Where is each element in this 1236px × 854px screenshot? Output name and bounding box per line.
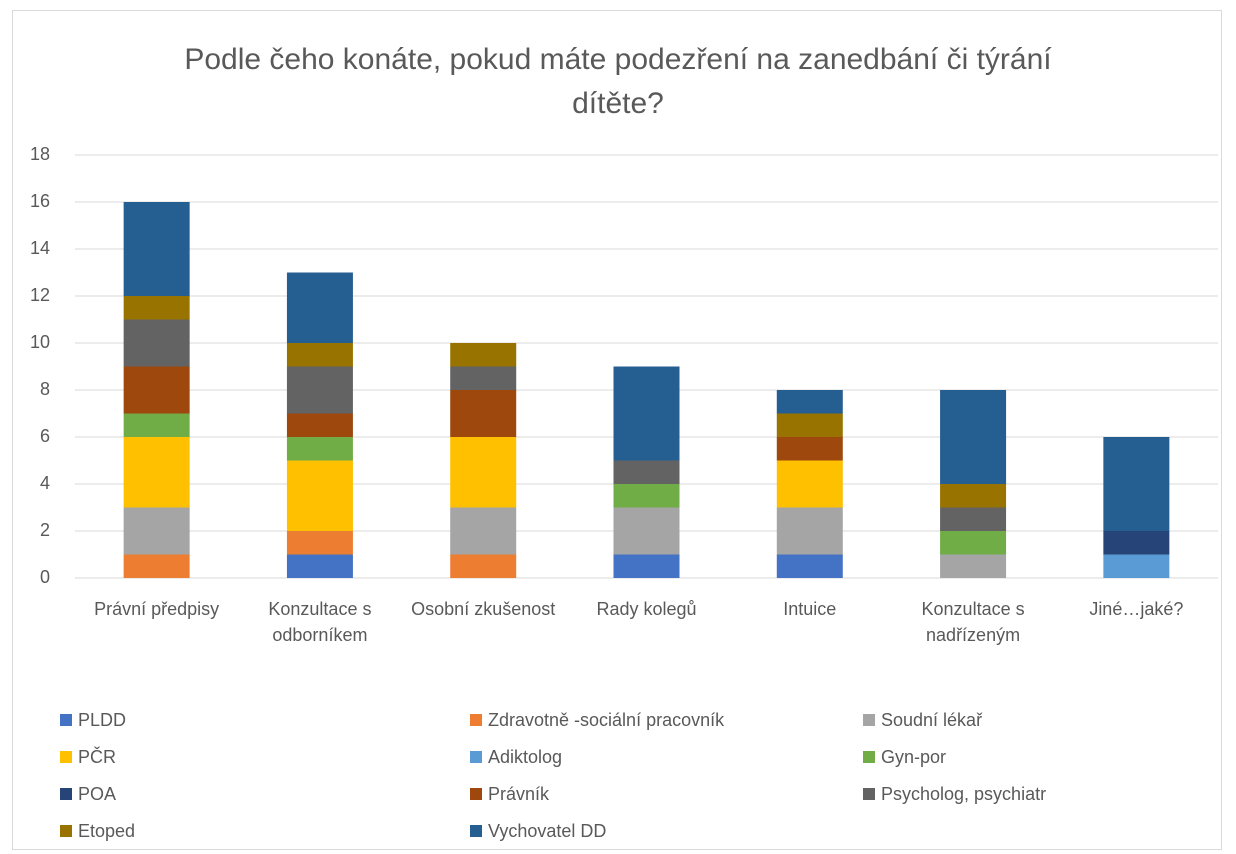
bar-segment bbox=[940, 507, 1007, 531]
y-tick-label: 18 bbox=[30, 144, 50, 164]
legend-item: Gyn-por bbox=[863, 744, 946, 770]
legend-swatch bbox=[470, 788, 482, 800]
bar-segment bbox=[450, 554, 517, 578]
bar-segment bbox=[450, 366, 517, 390]
legend-label: PČR bbox=[78, 746, 117, 767]
x-tick-label: Osobní zkušenost bbox=[411, 599, 556, 619]
legend-item: Etoped bbox=[60, 818, 135, 844]
y-tick-label: 12 bbox=[30, 285, 50, 305]
legend-label: Psycholog, psychiatr bbox=[881, 783, 1047, 804]
chart-title: Podle čeho konáte, pokud máte podezření … bbox=[184, 43, 1052, 120]
legend-swatch bbox=[470, 751, 482, 763]
bar-segment bbox=[286, 272, 353, 343]
legend-item: Psycholog, psychiatr bbox=[863, 781, 1046, 807]
legend-item: Právník bbox=[470, 781, 549, 807]
legend-label: Adiktolog bbox=[488, 746, 563, 767]
legend-swatch bbox=[863, 751, 875, 763]
bar-segment bbox=[776, 437, 843, 461]
y-tick-label: 0 bbox=[40, 567, 50, 587]
bar-segment bbox=[776, 460, 843, 508]
legend-label: Zdravotně -sociální pracovník bbox=[488, 709, 725, 730]
x-tick-label: Jiné…jaké? bbox=[1089, 599, 1184, 619]
bar-segment bbox=[1103, 531, 1170, 555]
x-tick-label: Intuice bbox=[783, 599, 837, 619]
bar-segment bbox=[613, 484, 680, 508]
legend-label: Právník bbox=[488, 783, 550, 804]
legend-swatch bbox=[470, 825, 482, 837]
y-tick-label: 14 bbox=[30, 238, 50, 258]
bar-segment bbox=[450, 437, 517, 508]
bar-segment bbox=[940, 390, 1007, 484]
bar-segment bbox=[286, 554, 353, 578]
legend-swatch bbox=[60, 714, 72, 726]
bar-segment bbox=[450, 343, 517, 367]
bar-segment bbox=[776, 413, 843, 437]
chart-border bbox=[12, 10, 1222, 850]
bar-segment bbox=[123, 202, 190, 296]
bar-segment bbox=[613, 554, 680, 578]
bar-segment bbox=[940, 531, 1007, 555]
legend-label: PLDD bbox=[78, 709, 127, 730]
bar-segment bbox=[286, 343, 353, 367]
y-tick-label: 8 bbox=[40, 379, 50, 399]
bar-segment bbox=[940, 484, 1007, 508]
bar-segment bbox=[450, 390, 517, 437]
legend-item: Adiktolog bbox=[470, 744, 562, 770]
y-tick-label: 16 bbox=[30, 191, 50, 211]
legend-item: Zdravotně -sociální pracovník bbox=[470, 707, 724, 733]
legend-item: PLDD bbox=[60, 707, 126, 733]
y-tick-label: 10 bbox=[30, 332, 50, 352]
bar-segment bbox=[286, 437, 353, 461]
y-tick-label: 6 bbox=[40, 426, 50, 446]
legend-item: Soudní lékař bbox=[863, 707, 982, 733]
legend-label: Soudní lékař bbox=[881, 709, 983, 730]
legend-swatch bbox=[60, 788, 72, 800]
bar-segment bbox=[1103, 437, 1170, 531]
bar-segment bbox=[450, 507, 517, 555]
bar-segment bbox=[776, 390, 843, 414]
bar-segment bbox=[123, 413, 190, 437]
legend-swatch bbox=[863, 714, 875, 726]
bar-segment bbox=[123, 366, 190, 414]
x-tick-label: Konzultace s nadřízeným bbox=[921, 599, 1025, 645]
bar-segment bbox=[123, 554, 190, 578]
legend-label: Gyn-por bbox=[881, 746, 947, 767]
bar-segment bbox=[286, 366, 353, 414]
bar-segment bbox=[776, 507, 843, 555]
y-tick-label: 4 bbox=[40, 473, 50, 493]
legend-swatch bbox=[60, 825, 72, 837]
legend-label: Etoped bbox=[78, 820, 136, 841]
bar-segment bbox=[123, 437, 190, 508]
bar-segment bbox=[613, 366, 680, 461]
bar-segment bbox=[123, 507, 190, 555]
bar-segment bbox=[123, 319, 190, 367]
legend-label: Vychovatel DD bbox=[488, 820, 607, 841]
x-tick-label: Právní předpisy bbox=[94, 599, 220, 619]
legend-label: POA bbox=[78, 783, 117, 804]
y-tick-label: 2 bbox=[40, 520, 50, 540]
legend-item: Vychovatel DD bbox=[470, 818, 606, 844]
bar-segment bbox=[286, 460, 353, 531]
legend-swatch bbox=[863, 788, 875, 800]
bar-segment bbox=[940, 554, 1007, 578]
bar-segment bbox=[123, 296, 190, 320]
legend-item: POA bbox=[60, 781, 116, 807]
bar-segment bbox=[286, 531, 353, 555]
x-tick-label: Rady kolegů bbox=[596, 599, 697, 619]
bar-segment bbox=[1103, 554, 1170, 578]
bar-segment bbox=[613, 460, 680, 484]
legend-swatch bbox=[60, 751, 72, 763]
legend-item: PČR bbox=[60, 744, 116, 770]
bar-segment bbox=[776, 554, 843, 578]
bar-segment bbox=[286, 413, 353, 437]
bar-segment bbox=[613, 507, 680, 555]
legend-swatch bbox=[470, 714, 482, 726]
x-tick-label: Konzultace s odborníkem bbox=[268, 599, 372, 645]
